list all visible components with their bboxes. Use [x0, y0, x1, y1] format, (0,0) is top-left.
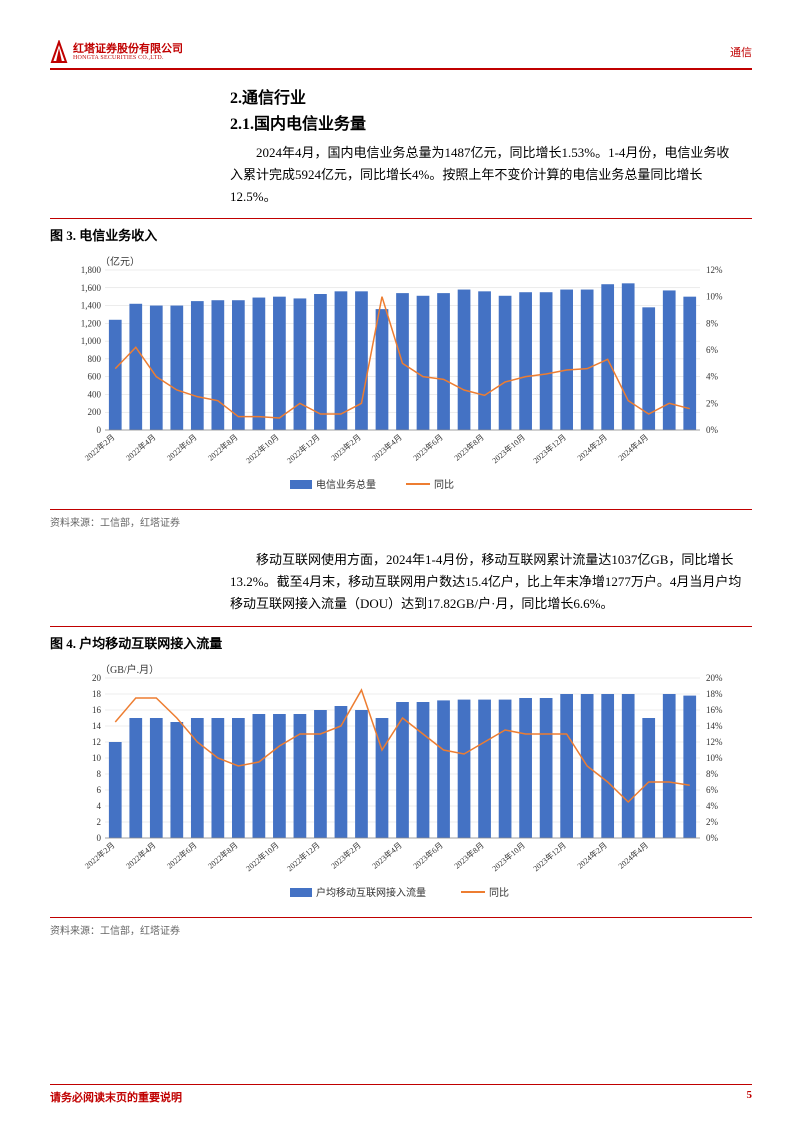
svg-text:同比: 同比 — [434, 479, 454, 491]
svg-text:2024年4月: 2024年4月 — [616, 432, 650, 463]
svg-text:8: 8 — [97, 769, 102, 779]
svg-text:4: 4 — [97, 801, 102, 811]
svg-text:2023年12月: 2023年12月 — [531, 839, 568, 872]
svg-text:2023年4月: 2023年4月 — [370, 432, 404, 463]
svg-text:12: 12 — [92, 737, 101, 747]
svg-text:12%: 12% — [706, 737, 723, 747]
svg-text:2023年4月: 2023年4月 — [370, 839, 404, 870]
svg-text:12%: 12% — [706, 265, 723, 275]
footer-disclaimer: 请务必阅读末页的重要说明 — [50, 1089, 182, 1105]
figure3-source: 资料来源：工信部，红塔证券 — [50, 509, 752, 529]
svg-text:2022年6月: 2022年6月 — [165, 432, 199, 463]
svg-text:10%: 10% — [706, 753, 723, 763]
svg-text:800: 800 — [88, 354, 102, 364]
svg-text:2022年12月: 2022年12月 — [285, 432, 322, 465]
svg-text:1,600: 1,600 — [81, 283, 102, 293]
svg-text:2023年6月: 2023年6月 — [411, 839, 445, 870]
svg-text:20%: 20% — [706, 673, 723, 683]
svg-text:2024年4月: 2024年4月 — [616, 839, 650, 870]
page-header: 红塔证券股份有限公司 HONGTA SECURITIES CO.,LTD. 通信 — [50, 40, 752, 70]
svg-text:2022年4月: 2022年4月 — [124, 839, 158, 870]
svg-text:2023年8月: 2023年8月 — [452, 839, 486, 870]
svg-text:2: 2 — [97, 817, 102, 827]
svg-text:10%: 10% — [706, 292, 723, 302]
paragraph-1: 2024年4月，国内电信业务总量为1487亿元，同比增长1.53%。1-4月份，… — [230, 142, 742, 208]
svg-text:2023年6月: 2023年6月 — [411, 432, 445, 463]
svg-text:14%: 14% — [706, 721, 723, 731]
svg-text:2023年10月: 2023年10月 — [490, 839, 527, 872]
paragraph-2: 移动互联网使用方面，2024年1-4月份，移动互联网累计流量达1037亿GB，同… — [230, 549, 742, 615]
svg-text:2022年8月: 2022年8月 — [206, 432, 240, 463]
svg-text:户均移动互联网接入流量: 户均移动互联网接入流量 — [316, 886, 426, 899]
svg-text:2024年2月: 2024年2月 — [575, 839, 609, 870]
figure4-source: 资料来源：工信部，红塔证券 — [50, 917, 752, 937]
svg-text:2022年10月: 2022年10月 — [244, 839, 281, 872]
svg-text:2023年8月: 2023年8月 — [452, 432, 486, 463]
svg-text:2022年6月: 2022年6月 — [165, 839, 199, 870]
svg-text:4%: 4% — [706, 372, 719, 382]
svg-text:0: 0 — [97, 425, 102, 435]
svg-text:2023年10月: 2023年10月 — [490, 432, 527, 465]
svg-text:8%: 8% — [706, 319, 719, 329]
svg-text:200: 200 — [88, 408, 102, 418]
svg-text:20: 20 — [92, 673, 102, 683]
svg-text:0%: 0% — [706, 833, 719, 843]
company-name-en: HONGTA SECURITIES CO.,LTD. — [73, 55, 183, 61]
svg-text:2022年2月: 2022年2月 — [83, 839, 117, 870]
section-title: 2.通信行业 — [230, 84, 752, 108]
svg-text:（亿元）: （亿元） — [100, 255, 140, 268]
svg-text:10: 10 — [92, 753, 102, 763]
svg-text:16%: 16% — [706, 705, 723, 715]
svg-text:电信业务总量: 电信业务总量 — [316, 478, 376, 491]
svg-text:2%: 2% — [706, 399, 719, 409]
svg-text:2022年10月: 2022年10月 — [244, 432, 281, 465]
svg-text:1,000: 1,000 — [81, 336, 102, 346]
svg-text:18%: 18% — [706, 689, 723, 699]
svg-text:2024年2月: 2024年2月 — [575, 432, 609, 463]
svg-text:2022年4月: 2022年4月 — [124, 432, 158, 463]
svg-text:6%: 6% — [706, 345, 719, 355]
company-name: 红塔证券股份有限公司 — [73, 43, 183, 55]
svg-text:8%: 8% — [706, 769, 719, 779]
svg-text:1,400: 1,400 — [81, 301, 102, 311]
svg-text:14: 14 — [92, 721, 102, 731]
company-logo-block: 红塔证券股份有限公司 HONGTA SECURITIES CO.,LTD. — [50, 40, 183, 64]
page-footer: 请务必阅读末页的重要说明 5 — [50, 1084, 752, 1105]
svg-text:18: 18 — [92, 689, 102, 699]
svg-text:2023年2月: 2023年2月 — [329, 432, 363, 463]
svg-text:0: 0 — [97, 833, 102, 843]
figure3-title: 图 3. 电信业务收入 — [50, 218, 752, 244]
svg-text:4%: 4% — [706, 801, 719, 811]
svg-text:0%: 0% — [706, 425, 719, 435]
svg-text:6: 6 — [97, 785, 102, 795]
svg-text:2022年8月: 2022年8月 — [206, 839, 240, 870]
svg-text:16: 16 — [92, 705, 102, 715]
footer-page-number: 5 — [747, 1089, 753, 1105]
svg-text:6%: 6% — [706, 785, 719, 795]
svg-text:1,200: 1,200 — [81, 319, 102, 329]
svg-text:2023年2月: 2023年2月 — [329, 839, 363, 870]
figure4-title: 图 4. 户均移动互联网接入流量 — [50, 626, 752, 652]
svg-text:同比: 同比 — [489, 887, 509, 899]
svg-text:1,800: 1,800 — [81, 265, 102, 275]
svg-text:600: 600 — [88, 372, 102, 382]
svg-text:2023年12月: 2023年12月 — [531, 432, 568, 465]
company-logo-icon — [50, 40, 68, 64]
svg-text:2%: 2% — [706, 817, 719, 827]
figure4-chart: （GB/户.月） 0 2 4 6 8 10 12 14 16 18 20 0% 2% 4% 6% 8% 10% 12… — [50, 658, 752, 913]
figure3-chart: （亿元） 0 200 400 600 800 1,000 1,200 1,400 1,600 1,8… — [50, 250, 752, 505]
svg-text:400: 400 — [88, 390, 102, 400]
subsection-title: 2.1.国内电信业务量 — [230, 110, 752, 134]
header-category: 通信 — [730, 44, 752, 60]
svg-text:2022年12月: 2022年12月 — [285, 839, 322, 872]
svg-text:（GB/户.月）: （GB/户.月） — [100, 663, 159, 676]
svg-text:2022年2月: 2022年2月 — [83, 432, 117, 463]
